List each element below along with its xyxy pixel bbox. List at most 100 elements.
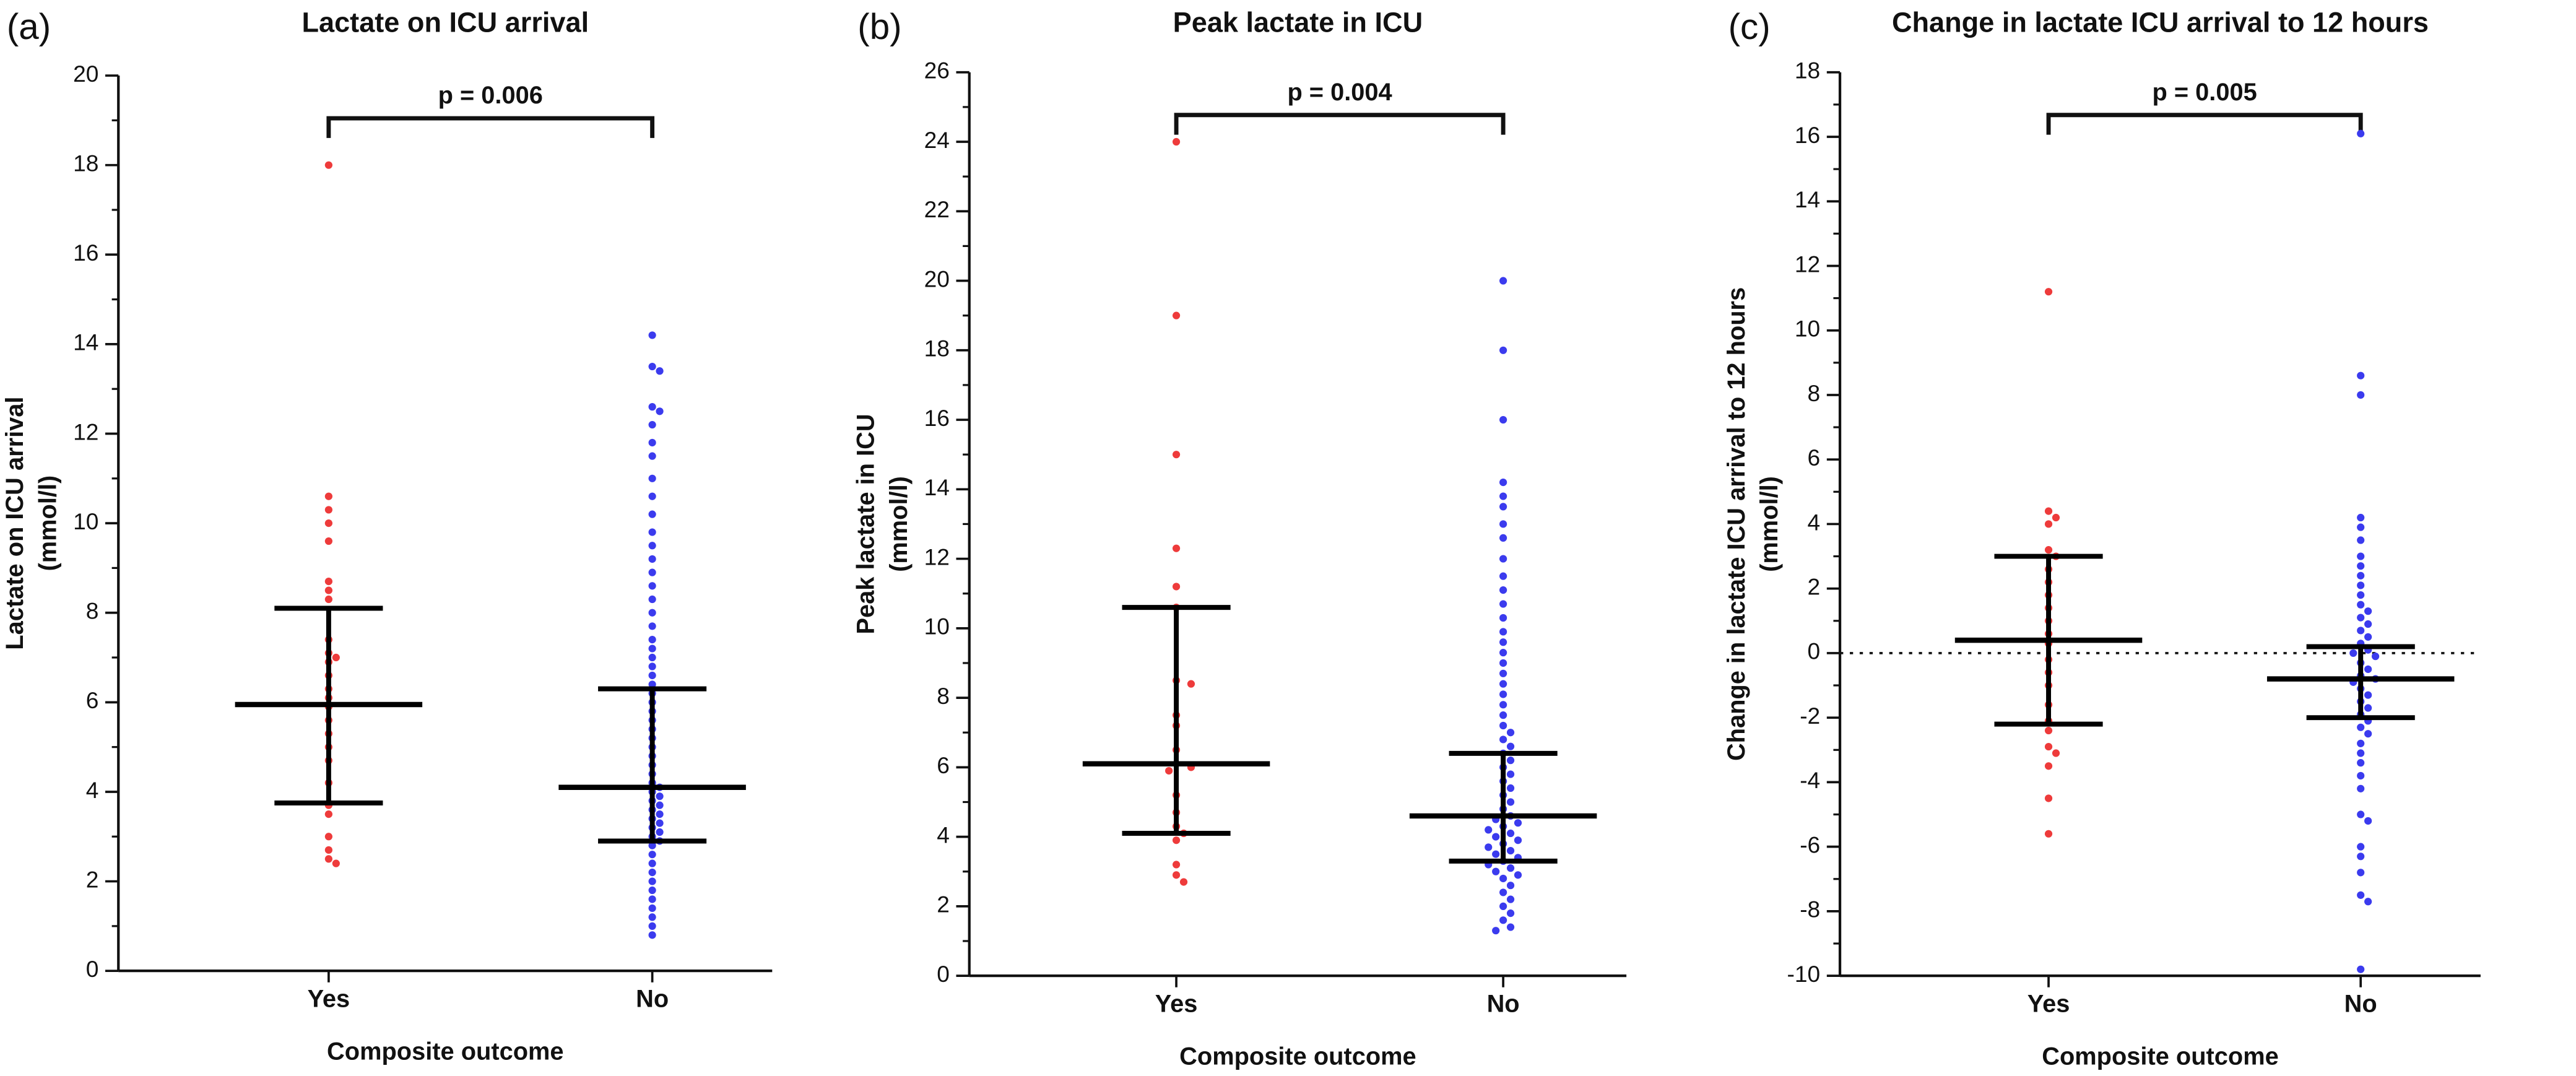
data-point: [324, 586, 332, 594]
data-point: [648, 528, 656, 536]
data-point: [1506, 757, 1515, 765]
data-point: [1499, 735, 1507, 744]
data-point: [1506, 829, 1515, 838]
data-point: [1499, 701, 1507, 709]
y-tick-label: -10: [1787, 961, 1821, 987]
data-point: [2357, 562, 2365, 570]
data-point: [648, 510, 656, 518]
y-tick-label: 14: [73, 329, 98, 355]
significance-bracket: [1174, 113, 1506, 135]
data-point: [656, 792, 664, 800]
data-point: [1499, 614, 1507, 622]
data-point: [1499, 874, 1507, 883]
y-tick-label: 0: [937, 961, 950, 987]
data-point: [648, 609, 656, 617]
y-axis-label: Peak lactate in ICU: [852, 414, 880, 634]
y-tick-label: 18: [73, 150, 98, 176]
panel-label: (a): [7, 7, 51, 47]
data-point: [1179, 878, 1188, 886]
y-tick-label: -4: [1800, 767, 1820, 793]
data-point: [1499, 649, 1507, 657]
data-point: [1499, 586, 1507, 594]
data-point: [2357, 523, 2365, 531]
x-axis-label: Composite outcome: [327, 1038, 564, 1065]
x-tick-label: Yes: [1155, 990, 1198, 1017]
y-tick-label: 18: [1795, 58, 1820, 84]
data-point: [324, 833, 332, 841]
y-tick-label: 4: [937, 822, 950, 848]
data-point: [648, 662, 656, 670]
data-point: [1499, 492, 1507, 500]
data-point: [324, 810, 332, 818]
data-point: [1172, 861, 1181, 869]
data-point: [2357, 129, 2365, 137]
data-point: [1499, 415, 1507, 424]
y-tick-label: 20: [73, 61, 98, 87]
significance-bracket: [2046, 113, 2363, 135]
y-tick-label: 22: [924, 196, 950, 222]
data-point: [1499, 680, 1507, 688]
y-tick-label: 24: [924, 127, 950, 153]
y-axis-label: Lactate on ICU arrival: [1, 397, 28, 650]
data-point: [648, 492, 656, 500]
data-point: [2052, 513, 2060, 522]
data-point: [1499, 520, 1507, 528]
data-point: [1485, 826, 1493, 834]
data-point: [1506, 742, 1515, 750]
data-point: [2357, 784, 2365, 792]
y-tick-label: 8: [1808, 380, 1821, 406]
y-axis-label: Change in lactate ICU arrival to 12 hour…: [1723, 287, 1750, 761]
data-point: [656, 819, 664, 827]
x-tick-label: Yes: [308, 985, 350, 1012]
data-point: [2349, 649, 2357, 657]
y-tick-label: 18: [924, 336, 950, 362]
data-point: [324, 506, 332, 514]
data-point: [2357, 536, 2365, 544]
data-point: [648, 636, 656, 644]
y-tick-label: 10: [73, 508, 98, 534]
y-tick-label: 4: [1808, 509, 1821, 535]
y-tick-label: 6: [86, 687, 99, 713]
data-point: [648, 922, 656, 930]
data-point: [1492, 867, 1500, 875]
x-tick-label: No: [1487, 990, 1520, 1017]
data-point: [2357, 853, 2365, 861]
y-tick-label: 6: [1808, 445, 1821, 471]
data-point: [656, 801, 664, 809]
y-tick-label: 12: [73, 419, 98, 445]
data-point: [1506, 846, 1515, 855]
data-point: [1499, 721, 1507, 730]
y-tick-label: -6: [1800, 831, 1820, 857]
data-point: [2364, 633, 2372, 641]
data-point: [648, 851, 656, 859]
data-point: [1499, 669, 1507, 677]
data-point: [2364, 620, 2372, 628]
data-point: [2357, 571, 2365, 579]
data-point: [2357, 843, 2365, 851]
y-tick-label: -2: [1800, 703, 1820, 729]
data-point: [1499, 628, 1507, 636]
data-point: [324, 537, 332, 545]
data-point: [1499, 478, 1507, 487]
data-point: [648, 869, 656, 877]
data-point: [332, 653, 340, 662]
data-point: [1172, 451, 1181, 459]
y-tick-label: 2: [86, 866, 99, 892]
data-point: [324, 519, 332, 527]
data-point: [648, 438, 656, 447]
data-point: [324, 492, 332, 500]
data-point: [648, 931, 656, 939]
data-point: [332, 859, 340, 867]
data-point: [648, 877, 656, 885]
data-point: [2044, 830, 2053, 838]
data-point: [1499, 916, 1507, 924]
data-point: [2357, 391, 2365, 399]
data-point: [1485, 843, 1493, 851]
y-tick-label: 16: [73, 240, 98, 266]
x-axis-label: Composite outcome: [1179, 1043, 1416, 1070]
data-point: [2364, 817, 2372, 825]
data-point: [1514, 819, 1522, 827]
data-point: [2371, 653, 2380, 661]
x-tick-label: No: [2344, 990, 2377, 1017]
